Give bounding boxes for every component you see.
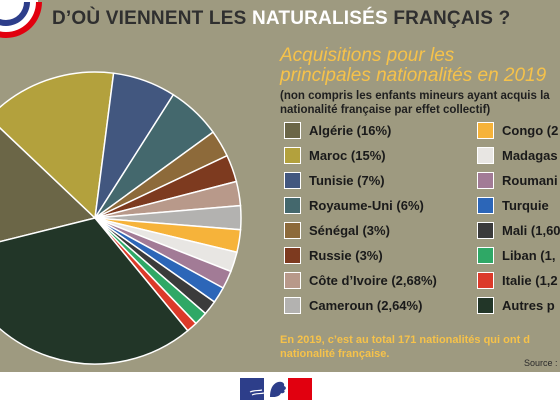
legend-item: Liban (1,: [477, 247, 555, 264]
legend-label: Mali (1,60: [502, 223, 560, 238]
legend-label: Roumani: [502, 173, 558, 188]
legend-item: Congo (2: [477, 122, 558, 139]
legend-label: Congo (2: [502, 123, 559, 138]
legend-label: Côte d’Ivoire (2,68%): [309, 273, 437, 288]
legend-label: Maroc (15%): [309, 148, 386, 163]
title-highlight: NATURALISÉS: [251, 8, 388, 29]
legend-label: Algérie (16%): [309, 123, 392, 138]
infographic-panel: D’OÙ VIENNENT LES NATURALISÉS FRANÇAIS ?…: [0, 0, 560, 372]
flag-corner-emblem: [0, 0, 42, 38]
legend-item: Sénégal (3%): [284, 222, 390, 239]
page-title: D’OÙ VIENNENT LES NATURALISÉS FRANÇAIS ?: [52, 8, 510, 30]
note-line-1: (non compris les enfants mineurs ayant a…: [280, 90, 550, 102]
legend-item: Maroc (15%): [284, 147, 386, 164]
legend-item: Russie (3%): [284, 247, 383, 264]
legend-swatch: [284, 222, 301, 239]
legend-item: Turquie: [477, 197, 549, 214]
legend-item: Mali (1,60: [477, 222, 560, 239]
title-suffix: FRANÇAIS ?: [387, 8, 511, 29]
legend-swatch: [477, 122, 494, 139]
chart-subtitle: Acquisitions pour les principales nation…: [280, 46, 546, 86]
legend-swatch: [284, 147, 301, 164]
pie-slice-15: [0, 217, 189, 365]
legend-label: Tunisie (7%): [309, 173, 385, 188]
legend-item: Roumani: [477, 172, 558, 189]
legend-item: Royaume-Uni (6%): [284, 197, 424, 214]
legend-label: Liban (1,: [502, 248, 556, 263]
pie-slice-1: [0, 71, 115, 220]
title-prefix: D’OÙ VIENNENT LES: [52, 8, 252, 29]
source-label: Source :: [524, 358, 558, 368]
legend-item: Autres p: [477, 297, 555, 314]
chart-note: (non compris les enfants mineurs ayant a…: [280, 89, 550, 117]
footer-note: En 2019, c’est au total 171 nationalités…: [280, 333, 530, 361]
subtitle-line-1: Acquisitions pour les: [280, 45, 455, 66]
legend-swatch: [477, 297, 494, 314]
legend-swatch: [284, 272, 301, 289]
legend-swatch: [477, 222, 494, 239]
legend-item: Italie (1,2: [477, 272, 558, 289]
legend-item: Cameroun (2,64%): [284, 297, 422, 314]
legend-label: Russie (3%): [309, 248, 383, 263]
legend-label: Autres p: [502, 298, 555, 313]
legend-item: Algérie (16%): [284, 122, 391, 139]
legend-swatch: [284, 247, 301, 264]
legend-swatch: [477, 172, 494, 189]
legend-item: Tunisie (7%): [284, 172, 385, 189]
footer-line-2: nationalité française.: [280, 348, 390, 360]
legend-swatch: [477, 147, 494, 164]
subtitle-line-2: principales nationalités en 2019: [280, 65, 547, 86]
legend-swatch: [284, 297, 301, 314]
legend-label: Italie (1,2: [502, 273, 558, 288]
legend-swatch: [477, 197, 494, 214]
republique-francaise-logo: [240, 378, 312, 400]
legend-item: Côte d’Ivoire (2,68%): [284, 272, 437, 289]
legend-label: Royaume-Uni (6%): [309, 198, 424, 213]
legend-label: Madagas: [502, 148, 558, 163]
legend-swatch: [284, 122, 301, 139]
pie-chart: [0, 71, 242, 365]
legend-label: Sénégal (3%): [309, 223, 390, 238]
legend-item: Madagas: [477, 147, 558, 164]
note-line-2: nationalité française par effet collecti…: [280, 104, 491, 116]
legend-swatch: [477, 247, 494, 264]
legend-swatch: [477, 272, 494, 289]
footer-line-1: En 2019, c’est au total 171 nationalités…: [280, 334, 531, 346]
legend-label: Cameroun (2,64%): [309, 298, 423, 313]
legend-swatch: [284, 172, 301, 189]
pie-slice-0: [0, 126, 97, 243]
legend-swatch: [284, 197, 301, 214]
legend-label: Turquie: [502, 198, 549, 213]
